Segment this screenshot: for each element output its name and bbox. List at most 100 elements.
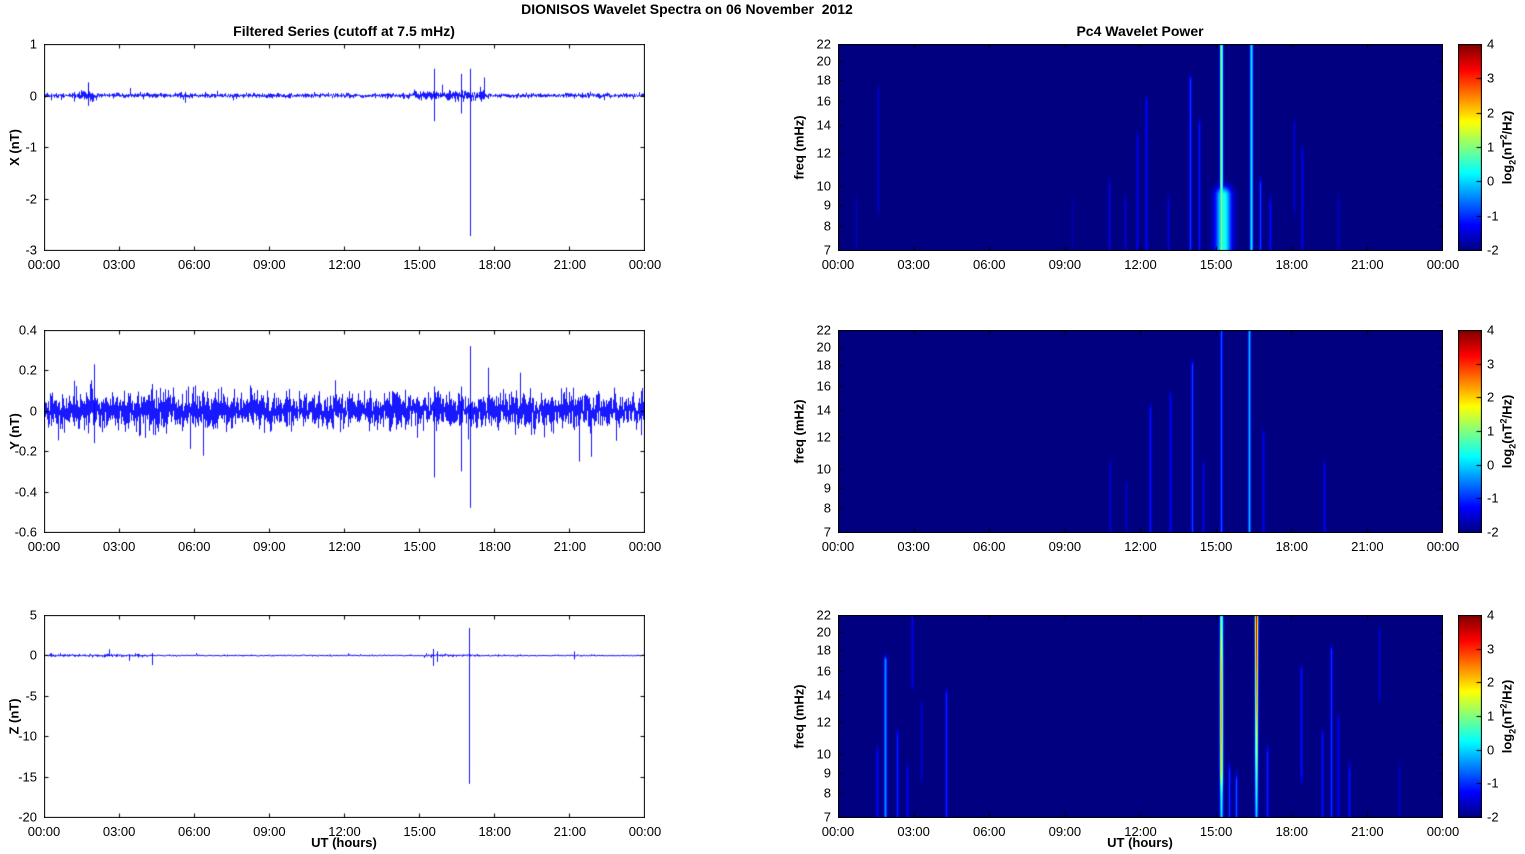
x-tick-label: 15:00 [403,824,436,839]
x-tick-label: 00:00 [1426,539,1460,554]
freq-tick-label: 10 [816,461,831,477]
colorbar-tick-label: 0 [1487,742,1495,758]
left-xaxis-label: UT (hours) [311,835,377,850]
freq-tick-label: 8 [823,218,831,234]
freq-tick-label: 14 [816,687,831,703]
x-tick-label: 21:00 [1351,539,1384,554]
colorbar-tick-label: -2 [1487,809,1499,825]
x-tick-label: 12:00 [328,539,361,554]
x-axis-ylabel: X (nT) [6,129,22,166]
x-tick-label: 09:00 [253,539,286,554]
x-tick-label: 12:00 [328,824,361,839]
x-tick-label: 03:00 [897,824,930,839]
freq-tick-label: 12 [816,714,831,730]
x-tick-label: 09:00 [1048,539,1082,554]
x-tick-label: 18:00 [1275,539,1309,554]
freq-tick-label: 9 [823,480,831,496]
x-tick-label: 06:00 [972,257,1006,272]
y-tick-label: 0 [29,88,37,103]
x-tick-label: 21:00 [553,257,587,272]
colorbar-tick-label: 3 [1487,70,1495,86]
y-tick-label: 1 [29,36,37,52]
freq-tick-label: 14 [816,402,831,418]
y-tick-label: 0 [29,647,37,663]
x-tick-label: 09:00 [253,257,286,272]
colorbar-tick-label: 1 [1487,139,1495,155]
colorbar-label-y: log2(nT2/Hz) [1498,394,1518,469]
y-tick-label: 0 [29,403,37,419]
freq-ylabel-bot: freq (mHz) [791,684,807,749]
colorbar-y [1458,330,1482,533]
x-tick-label: 00:00 [27,257,61,272]
colorbar-tick-label: 4 [1487,322,1495,338]
x-tick-label: 06:00 [972,824,1006,839]
freq-ylabel-mid: freq (mHz) [791,399,807,464]
x-tick-label: 12:00 [1124,257,1157,272]
x-tick-label: 03:00 [102,257,136,272]
y-tick-label: -2 [25,191,37,206]
x-tick-label: 09:00 [1048,824,1082,839]
y-tick-label: -10 [18,728,37,744]
freq-tick-label: 8 [823,500,831,516]
x-tick-label: 18:00 [1275,824,1309,839]
y-axis-ylabel: Y (nT) [6,413,22,450]
x-tick-label: 06:00 [972,539,1006,554]
freq-tick-label: 7 [823,524,831,540]
x-tick-label: 15:00 [1199,257,1233,272]
freq-tick-label: 9 [823,197,831,213]
figure-title: DIONISOS Wavelet Spectra on 06 November … [521,1,853,17]
x-tick-label: 00:00 [628,539,662,554]
freq-tick-label: 18 [816,357,831,373]
x-wavelet-spectrogram [838,44,1443,251]
x-tick-label: 21:00 [1351,257,1384,272]
freq-tick-label: 7 [823,809,831,825]
x-tick-label: 00:00 [628,824,662,839]
freq-tick-label: 20 [816,624,831,640]
right-xaxis-label: UT (hours) [1107,835,1173,850]
freq-tick-label: 12 [816,429,831,445]
y-tick-label: -20 [18,809,37,825]
z-wavelet-spectrogram [838,615,1443,818]
colorbar-tick-label: 2 [1487,389,1495,405]
x-tick-label: 15:00 [1199,539,1233,554]
colorbar-tick-label: 1 [1487,423,1495,439]
colorbar-tick-label: -2 [1487,242,1499,258]
x-tick-label: 18:00 [478,539,512,554]
freq-tick-label: 20 [816,339,831,355]
x-tick-label: 21:00 [553,539,587,554]
freq-tick-label: 10 [816,178,831,194]
colorbar-tick-label: -1 [1487,208,1499,224]
y-tick-label: -0.4 [14,484,37,500]
colorbar-tick-label: 0 [1487,173,1495,189]
y-wavelet-spectrogram [838,330,1443,533]
right-column-title: Pc4 Wavelet Power [1076,23,1204,39]
colorbar-label-x: log2(nT2/Hz) [1498,110,1518,185]
x-tick-label: 03:00 [102,824,136,839]
freq-tick-label: 22 [816,607,831,623]
freq-tick-label: 16 [816,93,831,109]
freq-tick-label: 9 [823,765,831,781]
x-tick-label: 03:00 [897,257,930,272]
freq-ylabel-top: freq (mHz) [791,115,807,180]
freq-tick-label: 22 [816,322,831,338]
colorbar-tick-label: 4 [1487,36,1495,52]
freq-tick-label: 16 [816,663,831,679]
colorbar-tick-label: 2 [1487,105,1495,121]
x-tick-label: 12:00 [328,257,361,272]
z-axis-ylabel: Z (nT) [6,698,22,735]
colorbar-z [1458,615,1482,818]
freq-tick-label: 8 [823,785,831,801]
x-tick-label: 09:00 [253,824,286,839]
freq-tick-label: 10 [816,746,831,762]
colorbar-label-z: log2(nT2/Hz) [1498,679,1518,754]
colorbar-tick-label: 2 [1487,674,1495,690]
x-tick-label: 06:00 [177,824,211,839]
y-tick-label: 5 [29,607,37,623]
y-tick-label: -0.6 [14,524,37,540]
freq-tick-label: 16 [816,378,831,394]
colorbar-tick-label: -1 [1487,775,1499,791]
x-tick-label: 00:00 [27,824,61,839]
x-tick-label: 00:00 [27,539,61,554]
colorbar-tick-label: 3 [1487,356,1495,372]
